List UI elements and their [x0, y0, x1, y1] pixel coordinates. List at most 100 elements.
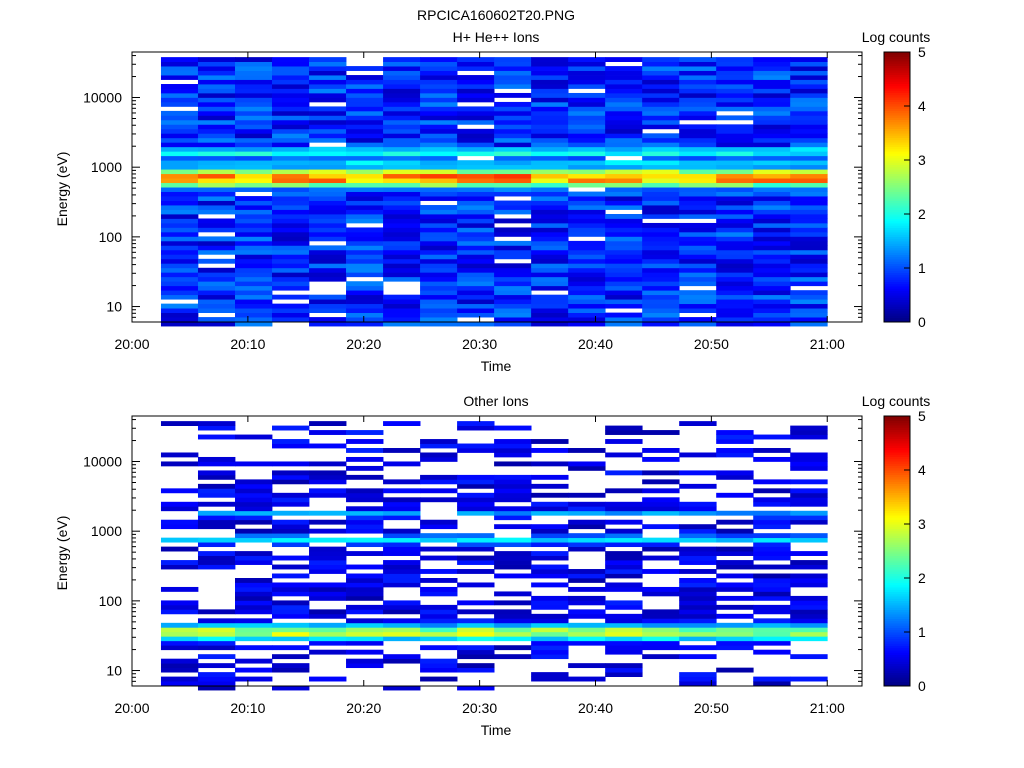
heatmap-cell: [605, 430, 643, 435]
heatmap-cell: [716, 636, 754, 642]
heatmap-cell: [494, 600, 532, 606]
heatmap-cell: [531, 240, 569, 246]
x-tick-label: 21:00: [810, 336, 845, 352]
heatmap-cell: [605, 663, 643, 669]
heatmap-cell: [753, 110, 791, 116]
heatmap-cell: [790, 488, 828, 494]
heatmap-cell: [642, 497, 680, 503]
heatmap-cell: [642, 146, 680, 152]
colorbar-swatch: [884, 124, 910, 127]
heatmap-cell: [272, 214, 310, 219]
heatmap-cell: [716, 79, 754, 85]
heatmap-cell: [531, 461, 569, 467]
heatmap-cell: [679, 182, 717, 188]
heatmap-cell: [420, 456, 458, 462]
heatmap-cell: [494, 178, 532, 184]
heatmap-cell: [197, 187, 236, 192]
heatmap-cell: [346, 88, 384, 94]
colorbar-swatch: [884, 582, 910, 586]
heatmap-cell: [642, 537, 680, 543]
heatmap-cell: [790, 276, 828, 282]
heatmap-cell: [346, 236, 384, 242]
heatmap-cell: [494, 124, 532, 130]
heatmap-cell: [272, 609, 310, 615]
colorbar-swatch: [884, 297, 910, 300]
colorbar-swatch: [884, 56, 910, 60]
heatmap-cell: [383, 200, 421, 206]
heatmap-cell: [383, 196, 421, 201]
heatmap-cell: [790, 272, 828, 278]
heatmap-cell: [383, 654, 421, 660]
heatmap-cell: [605, 604, 643, 610]
heatmap-cell: [160, 128, 199, 134]
heatmap-cell: [716, 290, 754, 296]
colorbar-swatch: [884, 652, 910, 655]
heatmap-cell: [679, 196, 717, 201]
heatmap-cell: [383, 160, 421, 166]
heatmap-cell: [753, 299, 791, 305]
heatmap-cell: [197, 551, 236, 556]
heatmap-cell: [568, 294, 606, 300]
heatmap-cell: [160, 92, 199, 98]
heatmap-cell: [235, 631, 273, 637]
heatmap-cell: [790, 281, 828, 287]
heatmap-cell: [494, 555, 532, 561]
heatmap-cell: [790, 101, 828, 107]
heatmap-cell: [605, 254, 643, 260]
heatmap-cell: [235, 492, 273, 498]
colorbar-swatch: [884, 218, 910, 222]
heatmap-cell: [531, 528, 569, 534]
heatmap-cell: [160, 421, 199, 426]
heatmap-cell: [753, 308, 791, 313]
heatmap-cell: [420, 519, 458, 525]
heatmap-cell: [309, 97, 347, 103]
heatmap-cell: [272, 285, 310, 291]
heatmap-cell: [642, 240, 680, 246]
heatmap-cell: [420, 173, 458, 179]
heatmap-cell: [605, 501, 643, 507]
heatmap-cell: [309, 115, 347, 121]
heatmap-cell: [531, 640, 569, 646]
heatmap-cell: [160, 240, 199, 246]
colorbar-swatch: [884, 225, 910, 228]
y-tick-label: 10000: [83, 90, 122, 106]
heatmap-cell: [568, 303, 606, 309]
colorbar-swatch: [884, 634, 910, 637]
colorbar-swatch: [884, 512, 910, 516]
heatmap-cell: [346, 263, 384, 269]
heatmap-cell: [753, 456, 791, 462]
heatmap-cell: [272, 236, 310, 242]
colorbar-swatch: [884, 187, 910, 190]
heatmap-cell: [309, 92, 347, 98]
heatmap-cell: [309, 308, 347, 313]
heatmap-cell: [716, 137, 754, 143]
heatmap-cell: [160, 276, 199, 282]
heatmap-cell: [679, 622, 717, 628]
heatmap-cell: [235, 501, 273, 507]
heatmap-cell: [531, 169, 569, 175]
heatmap-cell: [568, 461, 606, 467]
colorbar-swatch: [884, 268, 910, 271]
heatmap-cell: [457, 631, 495, 637]
heatmap-cell: [197, 173, 236, 179]
heatmap-cell: [235, 205, 273, 210]
colorbar-swatch: [884, 61, 910, 64]
heatmap-cell: [605, 119, 643, 125]
colorbar-swatch: [884, 72, 910, 75]
heatmap-cell: [716, 285, 754, 291]
heatmap-cell: [753, 84, 791, 89]
heatmap-cell: [197, 218, 236, 224]
heatmap-cell: [346, 209, 384, 215]
heatmap-cell: [235, 128, 273, 134]
heatmap-cell: [383, 685, 421, 691]
heatmap-cell: [605, 84, 643, 89]
heatmap-cell: [346, 142, 384, 148]
colorbar-swatch: [884, 108, 910, 111]
heatmap-cell: [642, 524, 680, 530]
heatmap-cell: [420, 497, 458, 503]
colorbar-swatch: [884, 645, 910, 649]
heatmap-cell: [420, 613, 458, 619]
heatmap-cell: [753, 510, 791, 516]
heatmap-cell: [420, 115, 458, 121]
